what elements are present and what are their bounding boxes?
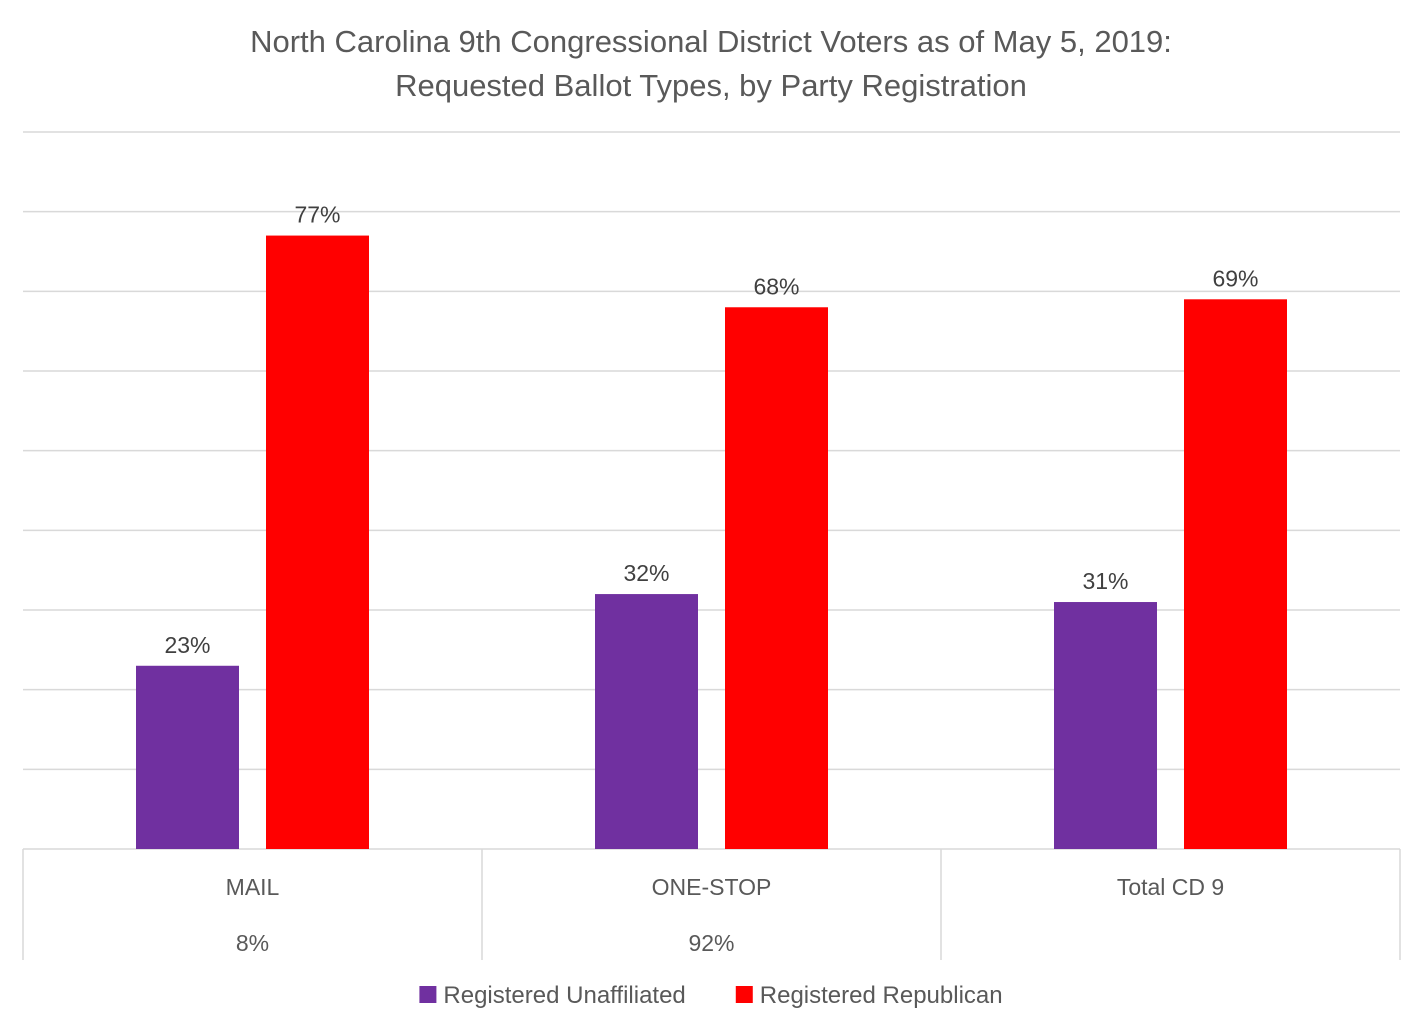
bar-registered-republican-one-stop <box>725 307 828 849</box>
legend-item: Registered Republican <box>735 982 1003 1009</box>
data-label: 32% <box>623 560 669 586</box>
category-label: ONE-STOP <box>652 874 772 900</box>
x-axis-table: MAIL 8% ONE-STOP 92% Total CD 9 <box>22 848 1401 960</box>
bars <box>136 235 1287 850</box>
legend-swatch <box>419 986 437 1003</box>
category-sublabel: 92% <box>688 930 734 956</box>
legend-label: Registered Unaffiliated <box>443 982 685 1009</box>
gridlines <box>23 131 1400 771</box>
bar-registered-unaffiliated-total-cd-9 <box>1054 602 1157 849</box>
data-label: 77% <box>294 202 340 228</box>
legend-item: Registered Unaffiliated <box>419 982 686 1009</box>
bar-registered-unaffiliated-one-stop <box>595 594 698 849</box>
data-label: 69% <box>1212 265 1258 291</box>
data-label: 31% <box>1082 568 1128 594</box>
bar-registered-republican-total-cd-9 <box>1184 299 1287 849</box>
legend-label: Registered Republican <box>760 982 1003 1009</box>
category-sublabel: 8% <box>236 930 269 956</box>
legend: Registered Unaffiliated Registered Republ… <box>419 982 1003 1009</box>
chart-title-line-1: North Carolina 9th Congressional Distric… <box>250 24 1172 59</box>
bar-registered-unaffiliated-mail <box>136 665 239 849</box>
chart-title-line-2: Requested Ballot Types, by Party Registr… <box>395 68 1027 103</box>
category-label: MAIL <box>226 874 280 900</box>
data-labels: 23% 77% 32% 68% 31% 69% <box>164 202 1258 658</box>
legend-swatch <box>735 986 753 1003</box>
data-label: 68% <box>753 273 799 299</box>
bar-registered-republican-mail <box>266 235 369 850</box>
data-label: 23% <box>164 632 210 658</box>
category-label: Total CD 9 <box>1117 874 1224 900</box>
